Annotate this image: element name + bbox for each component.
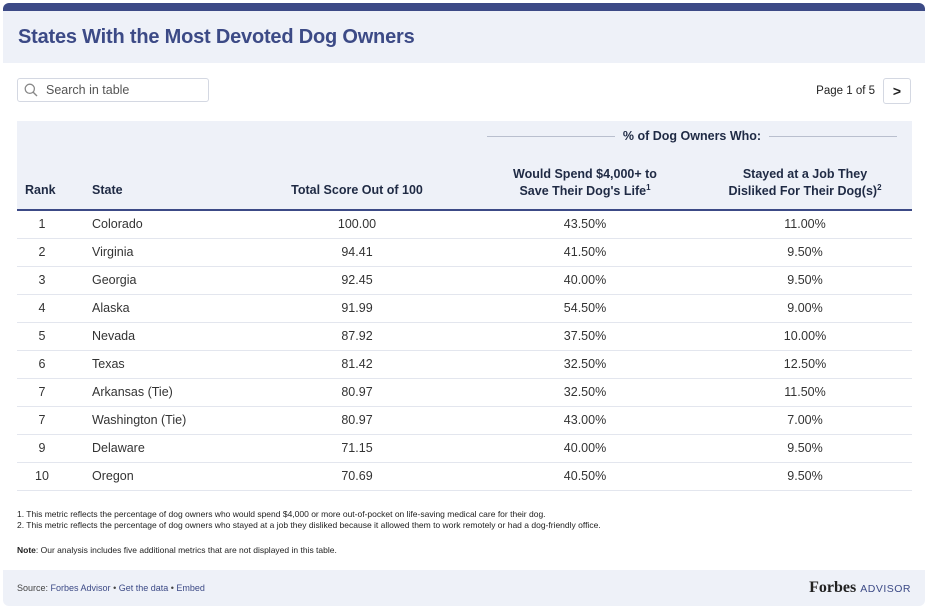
score-cell: 92.45 — [341, 273, 373, 287]
accent-bar — [3, 3, 925, 11]
footnotes: 1. This metric reflects the percentage o… — [17, 509, 601, 531]
state-cell: Virginia — [92, 245, 134, 259]
spend-cell: 40.00% — [563, 441, 607, 455]
state-cell: Georgia — [92, 273, 137, 287]
rank-cell: 9 — [38, 441, 46, 455]
chart-card: States With the Most Devoted Dog Owners … — [3, 3, 925, 606]
page-indicator: Page 1 of 5 — [816, 85, 875, 97]
forbes-advisor-logo: Forbes ADVISOR — [809, 579, 911, 596]
rank-cell: 7 — [38, 385, 46, 399]
spend-cell: 40.50% — [563, 469, 607, 483]
footnote-2: 2. This metric reflects the percentage o… — [17, 520, 601, 530]
embed-link[interactable]: Embed — [176, 583, 205, 593]
spend-cell: 37.50% — [563, 329, 607, 343]
search-icon — [24, 83, 38, 97]
state-cell: Delaware — [92, 441, 145, 455]
state-cell: Washington (Tie) — [92, 413, 187, 427]
header-spend[interactable]: Would Spend $4,000+ to Save Their Dog's … — [513, 167, 657, 198]
state-cell: Alaska — [92, 301, 130, 315]
job-cell: 11.00% — [784, 217, 826, 231]
source-line: Source: Forbes Advisor • Get the data • … — [17, 583, 205, 593]
page-title: States With the Most Devoted Dog Owners — [18, 25, 415, 48]
score-cell: 94.41 — [341, 245, 373, 259]
get-data-link[interactable]: Get the data — [118, 583, 169, 593]
score-cell: 71.15 — [341, 441, 373, 455]
spend-cell: 43.00% — [563, 413, 607, 427]
spend-cell: 43.50% — [563, 217, 607, 231]
rank-cell: 5 — [38, 329, 46, 343]
job-cell: 7.00% — [787, 413, 823, 427]
footnote-1: 1. This metric reflects the percentage o… — [17, 509, 546, 519]
score-cell: 81.42 — [341, 357, 373, 371]
job-cell: 9.50% — [787, 469, 823, 483]
header-job[interactable]: Stayed at a Job They Disliked For Their … — [728, 167, 882, 198]
rank-cell: 4 — [38, 301, 46, 315]
spend-cell: 54.50% — [563, 301, 607, 315]
rank-cell: 1 — [38, 217, 46, 231]
table-controls: Page 1 of 5 > — [17, 78, 911, 104]
job-cell: 11.50% — [784, 385, 826, 399]
analysis-note: Note: Our analysis includes five additio… — [17, 545, 337, 555]
table-header: % of Dog Owners Who: Rank State Total Sc… — [17, 121, 912, 211]
spend-cell: 40.00% — [563, 273, 607, 287]
state-cell: Oregon — [92, 469, 134, 483]
next-page-button[interactable]: > — [883, 78, 911, 104]
score-cell: 80.97 — [341, 385, 373, 399]
job-cell: 9.50% — [787, 441, 823, 455]
chevron-right-icon: > — [892, 83, 902, 99]
rank-cell: 10 — [35, 469, 49, 483]
state-cell: Texas — [92, 357, 125, 371]
rank-cell: 2 — [38, 245, 46, 259]
table-row: 10 Oregon 70.69 40.50% 9.50% — [17, 463, 912, 491]
job-cell: 9.00% — [787, 301, 823, 315]
state-cell: Colorado — [92, 217, 143, 231]
table-row: 5 Nevada 87.92 37.50% 10.00% — [17, 323, 912, 351]
source-link[interactable]: Forbes Advisor — [50, 583, 111, 593]
table-row: 1 Colorado 100.00 43.50% 11.00% — [17, 211, 912, 239]
table-row: 7 Arkansas (Tie) 80.97 32.50% 11.50% — [17, 379, 912, 407]
header-state[interactable]: State — [92, 183, 123, 197]
rank-cell: 7 — [38, 413, 46, 427]
search-box[interactable] — [17, 78, 209, 102]
rank-cell: 6 — [38, 357, 46, 371]
job-cell: 12.50% — [783, 357, 827, 371]
spend-cell: 32.50% — [563, 385, 607, 399]
table-row: 4 Alaska 91.99 54.50% 9.00% — [17, 295, 912, 323]
spend-cell: 41.50% — [563, 245, 607, 259]
job-cell: 10.00% — [783, 329, 827, 343]
state-cell: Arkansas (Tie) — [92, 385, 173, 399]
rank-cell: 3 — [38, 273, 46, 287]
table-row: 3 Georgia 92.45 40.00% 9.50% — [17, 267, 912, 295]
header: States With the Most Devoted Dog Owners — [3, 11, 925, 63]
table-row: 9 Delaware 71.15 40.00% 9.50% — [17, 435, 912, 463]
footer: Source: Forbes Advisor • Get the data • … — [3, 570, 925, 606]
score-cell: 80.97 — [341, 413, 373, 427]
header-score[interactable]: Total Score Out of 100 — [291, 183, 423, 197]
job-cell: 9.50% — [787, 245, 823, 259]
search-input[interactable] — [44, 82, 198, 98]
table-row: 2 Virginia 94.41 41.50% 9.50% — [17, 239, 912, 267]
score-cell: 91.99 — [341, 301, 373, 315]
header-rank[interactable]: Rank — [25, 183, 56, 197]
score-cell: 70.69 — [341, 469, 373, 483]
score-cell: 87.92 — [341, 329, 373, 343]
score-cell: 100.00 — [337, 217, 377, 231]
table-row: 7 Washington (Tie) 80.97 43.00% 7.00% — [17, 407, 912, 435]
spend-cell: 32.50% — [563, 357, 607, 371]
state-cell: Nevada — [92, 329, 136, 343]
job-cell: 9.50% — [787, 273, 823, 287]
pagination: Page 1 of 5 > — [816, 78, 911, 104]
data-table: % of Dog Owners Who: Rank State Total Sc… — [17, 121, 912, 491]
table-row: 6 Texas 81.42 32.50% 12.50% — [17, 351, 912, 379]
table-body: 1 Colorado 100.00 43.50% 11.00% 2 Virginia 94.4… — [17, 211, 912, 491]
column-group-label: % of Dog Owners Who: — [487, 129, 897, 143]
